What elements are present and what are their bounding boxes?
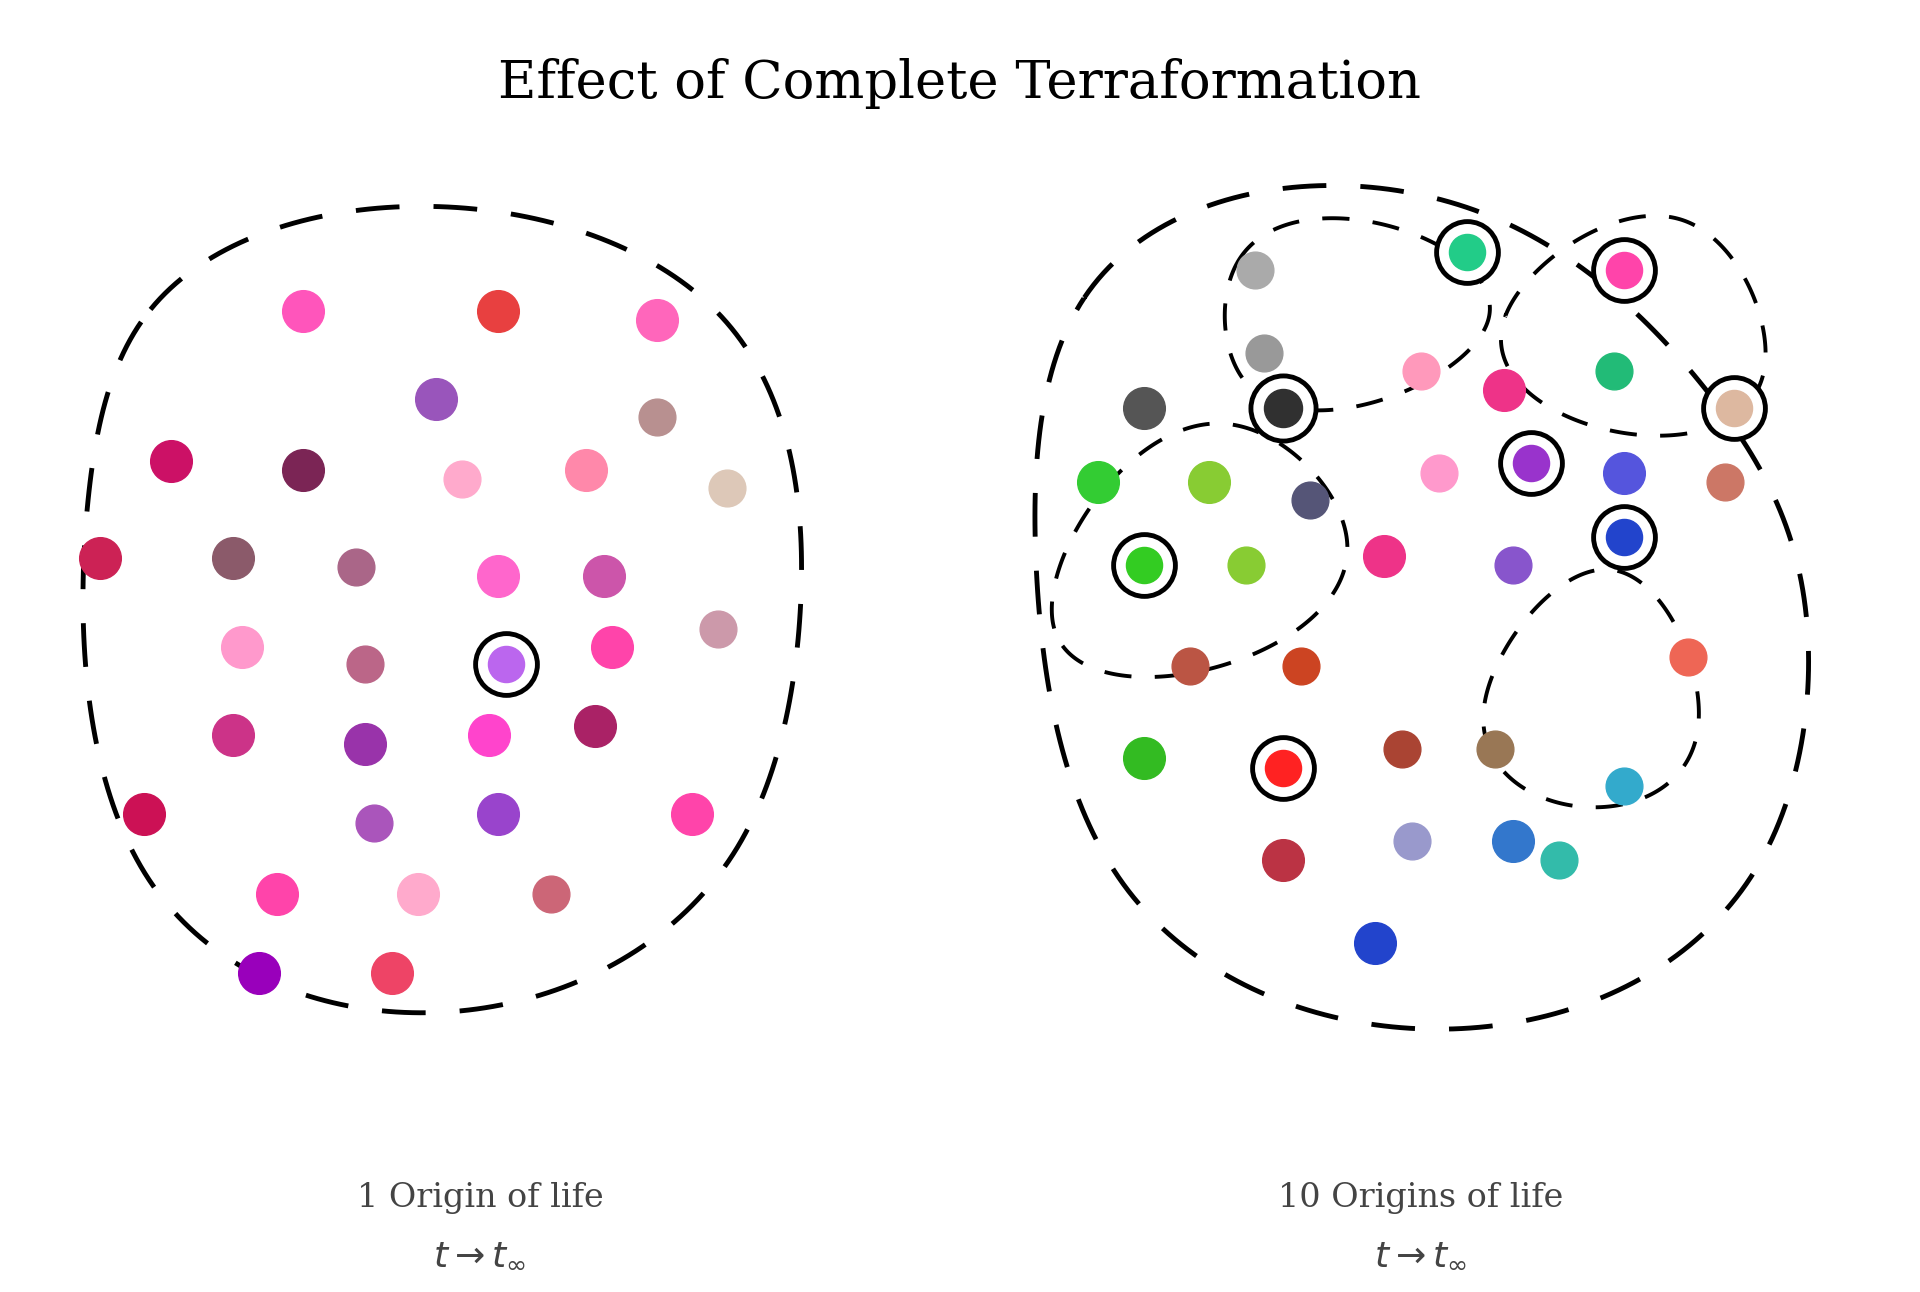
Point bbox=[482, 566, 513, 587]
Point bbox=[1286, 656, 1317, 677]
Point bbox=[1609, 527, 1640, 548]
Point bbox=[349, 654, 380, 674]
Point bbox=[712, 477, 743, 497]
Point bbox=[1609, 260, 1640, 280]
Point bbox=[482, 301, 513, 322]
Point bbox=[1129, 554, 1160, 575]
Point bbox=[1359, 933, 1390, 953]
Point bbox=[1267, 398, 1298, 419]
Text: 1 Origin of life: 1 Origin of life bbox=[357, 1182, 603, 1214]
Point bbox=[1294, 490, 1325, 510]
Point bbox=[1369, 545, 1400, 566]
Point bbox=[1599, 360, 1630, 381]
Point bbox=[588, 566, 618, 587]
Point bbox=[1718, 398, 1749, 419]
Point bbox=[1129, 554, 1160, 575]
Point bbox=[492, 654, 522, 674]
Text: $t \rightarrow t_{\infty}$: $t \rightarrow t_{\infty}$ bbox=[434, 1238, 526, 1271]
Point bbox=[1240, 260, 1271, 280]
Point bbox=[1672, 647, 1703, 668]
Point bbox=[420, 389, 451, 410]
Point bbox=[1248, 342, 1279, 363]
Point bbox=[1544, 849, 1574, 870]
Point bbox=[1083, 472, 1114, 492]
Point bbox=[474, 725, 505, 745]
Point bbox=[703, 619, 733, 640]
Point bbox=[597, 637, 628, 658]
Point bbox=[403, 884, 434, 904]
Point bbox=[84, 548, 115, 568]
Point bbox=[342, 557, 372, 578]
Text: $t \rightarrow t_{\infty}$: $t \rightarrow t_{\infty}$ bbox=[1375, 1238, 1467, 1271]
Point bbox=[1175, 656, 1206, 677]
Point bbox=[261, 884, 292, 904]
Point bbox=[359, 813, 390, 833]
Point bbox=[570, 460, 601, 481]
Point bbox=[1452, 242, 1482, 262]
Point bbox=[1718, 398, 1749, 419]
Point bbox=[1129, 398, 1160, 419]
Point bbox=[1267, 849, 1298, 870]
Point bbox=[1709, 472, 1740, 492]
Point bbox=[1488, 380, 1519, 401]
Point bbox=[217, 548, 248, 568]
Point bbox=[1609, 260, 1640, 280]
Point bbox=[1498, 831, 1528, 851]
Point bbox=[641, 407, 672, 428]
Point bbox=[288, 460, 319, 481]
Point bbox=[536, 884, 566, 904]
Point bbox=[1396, 831, 1427, 851]
Point bbox=[1194, 472, 1225, 492]
Point bbox=[1386, 739, 1417, 760]
Point bbox=[1609, 463, 1640, 483]
Point bbox=[580, 716, 611, 736]
Point bbox=[1609, 527, 1640, 548]
Point bbox=[1425, 463, 1455, 483]
Point bbox=[156, 451, 186, 472]
Point bbox=[349, 734, 380, 755]
Point bbox=[1478, 739, 1509, 760]
Point bbox=[227, 637, 257, 658]
Point bbox=[1267, 398, 1298, 419]
Point bbox=[129, 804, 159, 824]
Point bbox=[1609, 775, 1640, 796]
Point bbox=[1129, 748, 1160, 769]
Point bbox=[676, 804, 707, 824]
Point bbox=[1267, 757, 1298, 778]
Point bbox=[244, 963, 275, 983]
Point bbox=[1517, 453, 1548, 474]
Point bbox=[1405, 360, 1436, 381]
Point bbox=[492, 654, 522, 674]
Point bbox=[447, 469, 478, 490]
Point bbox=[1231, 554, 1261, 575]
Text: Effect of Complete Terraformation: Effect of Complete Terraformation bbox=[499, 58, 1421, 109]
Point bbox=[1452, 242, 1482, 262]
Point bbox=[1267, 757, 1298, 778]
Point bbox=[288, 301, 319, 322]
Point bbox=[376, 963, 407, 983]
Point bbox=[1498, 554, 1528, 575]
Text: 10 Origins of life: 10 Origins of life bbox=[1279, 1182, 1563, 1214]
Point bbox=[1517, 453, 1548, 474]
Point bbox=[641, 310, 672, 331]
Point bbox=[482, 804, 513, 824]
Point bbox=[217, 725, 248, 745]
